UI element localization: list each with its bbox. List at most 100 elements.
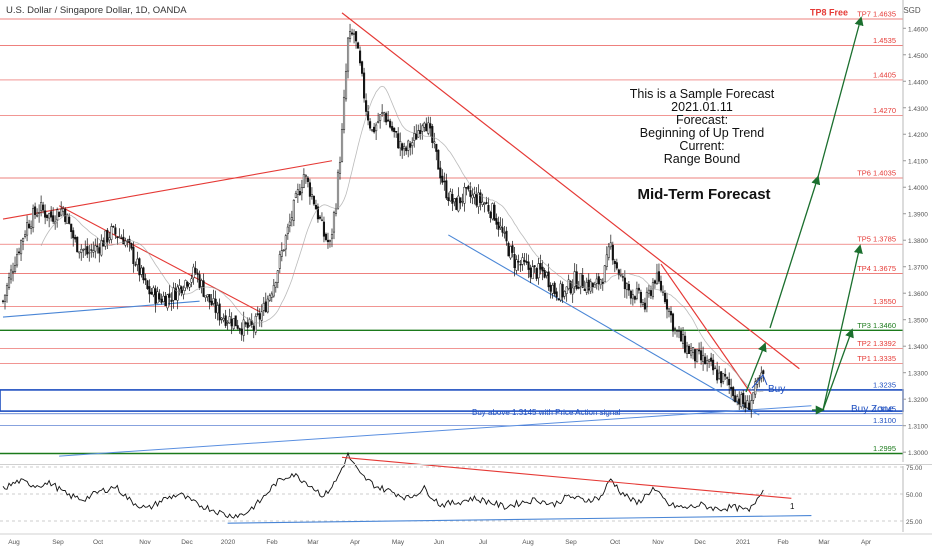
candle-body <box>437 149 440 170</box>
price-tick-label: 1.4300 <box>908 106 928 113</box>
candle-body <box>371 129 374 131</box>
candle-body <box>48 213 51 219</box>
candle-body <box>88 251 91 254</box>
candle-body <box>124 240 127 246</box>
candle-body <box>395 130 398 133</box>
candle-body <box>140 267 143 275</box>
candle-body <box>20 240 23 255</box>
candle-body <box>28 223 31 229</box>
candle-body <box>607 246 610 258</box>
candle-body <box>188 283 191 288</box>
candle-body <box>688 345 691 354</box>
candle-body <box>507 242 510 257</box>
candle-body <box>609 242 612 248</box>
candle-body <box>58 211 61 218</box>
candle-body <box>411 142 414 147</box>
candle-body <box>136 258 139 265</box>
buy-marker <box>751 374 768 389</box>
candle-body <box>621 276 624 278</box>
candle-body <box>32 208 35 228</box>
candle-body <box>433 141 436 144</box>
candle-body <box>752 392 755 401</box>
candle-body <box>631 294 634 299</box>
price-tick-label: 1.3300 <box>908 371 928 378</box>
candle-body <box>407 140 410 151</box>
candle-body <box>355 31 358 42</box>
candle-body <box>134 264 137 266</box>
forecast-line-1: This is a Sample Forecast <box>630 87 775 101</box>
candle-body <box>517 261 520 263</box>
forecast-line-5: Current: <box>679 139 724 153</box>
candle-body <box>176 286 179 301</box>
candle-body <box>363 72 366 99</box>
candle-body <box>194 268 197 273</box>
candle-body <box>310 194 313 197</box>
time-tick-label: Sep <box>565 539 577 546</box>
time-tick-label: Mar <box>818 539 830 546</box>
candle-body <box>184 280 187 289</box>
candle-body <box>383 112 386 115</box>
candle-body <box>696 349 699 363</box>
forecast-line-2: 2021.01.11 <box>671 100 733 114</box>
candle-body <box>762 370 765 374</box>
buy-zone-label: Buy Zone <box>851 404 894 415</box>
candle-body <box>736 396 739 402</box>
candle-body <box>290 217 293 221</box>
candle-body <box>611 244 614 261</box>
candle-body <box>304 175 307 177</box>
candle-body <box>439 167 442 179</box>
rsi-marker-label: 1 <box>790 502 795 511</box>
candle-body <box>665 299 669 310</box>
candle-body <box>230 318 233 327</box>
candle-body <box>497 221 500 230</box>
candle-body <box>459 197 462 204</box>
candle-body <box>353 33 356 35</box>
candle-body <box>435 143 438 152</box>
candle-body <box>74 236 77 240</box>
candle-body <box>300 187 303 194</box>
candle-body <box>270 293 273 298</box>
candle-body <box>172 287 175 301</box>
candle-body <box>344 71 348 100</box>
price-tick-label: 1.3500 <box>908 318 928 325</box>
candle-body <box>589 281 592 292</box>
candle-body <box>595 278 598 284</box>
candle-body <box>712 359 715 371</box>
level-value-label: 1.3550 <box>873 297 896 306</box>
candle-body <box>685 345 689 354</box>
candle-body <box>202 280 205 297</box>
candle-body <box>196 272 199 275</box>
candle-body <box>306 177 309 182</box>
candle-body <box>441 175 444 183</box>
candle-body <box>62 208 65 212</box>
candle-body <box>156 291 159 304</box>
price-tick-label: 1.3400 <box>908 344 928 351</box>
candle-body <box>716 369 719 381</box>
level-value-label: 1.4405 <box>873 70 896 79</box>
time-tick-label: Dec <box>181 539 193 546</box>
candle-body <box>44 210 47 218</box>
arrow-to-tp7 <box>817 16 864 178</box>
buy-label: Buy <box>768 384 785 395</box>
candle-body <box>132 246 135 264</box>
candle-body <box>635 288 638 299</box>
candle-body <box>692 347 695 353</box>
candle-body <box>82 249 85 251</box>
candle-body <box>501 227 504 233</box>
candle-body <box>519 264 522 266</box>
candle-body <box>591 282 594 288</box>
level-value-label: TP1 1.3335 <box>857 354 896 363</box>
candle-body <box>98 247 101 254</box>
price-tick-label: 1.4200 <box>908 132 928 139</box>
candle-body <box>365 100 368 112</box>
candle-body <box>671 313 675 332</box>
candle-body <box>567 279 570 289</box>
candle-body <box>322 221 326 237</box>
candle-body <box>641 302 644 305</box>
price-tick-label: 1.3000 <box>908 450 928 457</box>
candle-body <box>274 282 277 288</box>
price-tick-label: 1.3800 <box>908 238 928 245</box>
candle-body <box>324 233 328 240</box>
candle-body <box>200 280 203 287</box>
short-red-downtrend <box>660 263 752 395</box>
